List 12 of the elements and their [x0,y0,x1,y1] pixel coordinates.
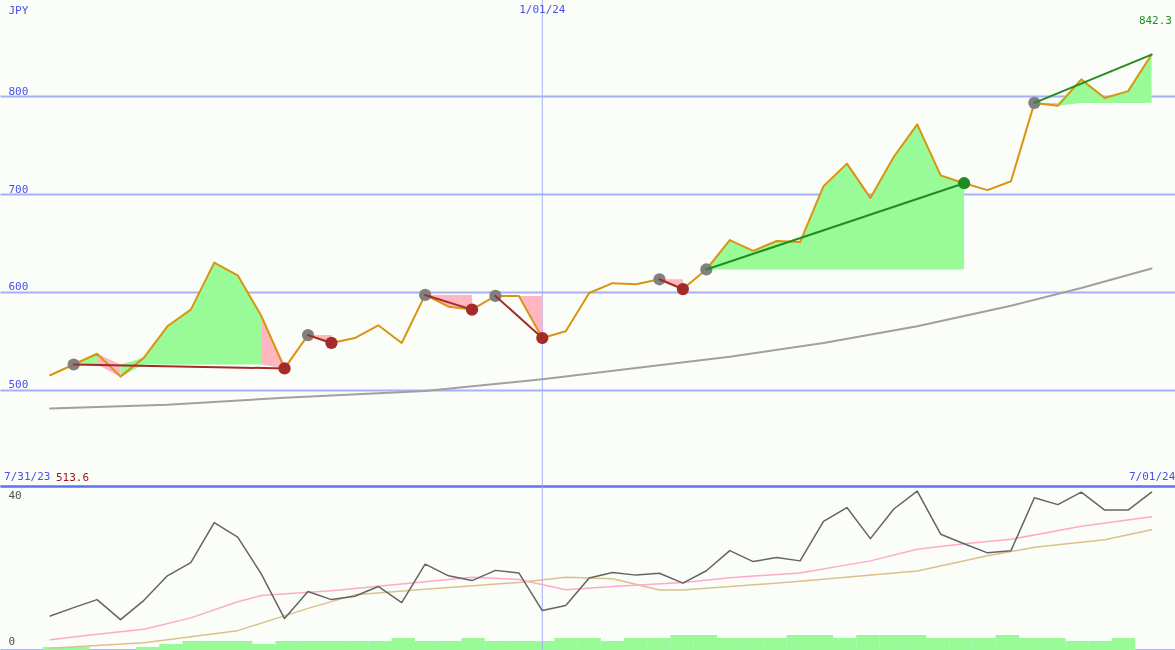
annotation: 513.6 [56,471,90,484]
y-tick-label: 600 [8,280,29,294]
y-tick-label: 800 [8,84,29,98]
x-tick-label: 7/31/23 [4,469,51,483]
y-tick-label: 500 [8,378,29,392]
annotation: 842.3 [1138,14,1172,27]
ref-line-label: 1/01/24 [519,3,566,16]
x-tick-label: 7/01/24 [1128,469,1175,483]
y-axis-title: JPY [8,3,29,17]
y-tick-label: 40 [8,489,22,503]
y-tick-label: 0 [8,635,16,649]
y-tick-label: 700 [8,182,29,196]
